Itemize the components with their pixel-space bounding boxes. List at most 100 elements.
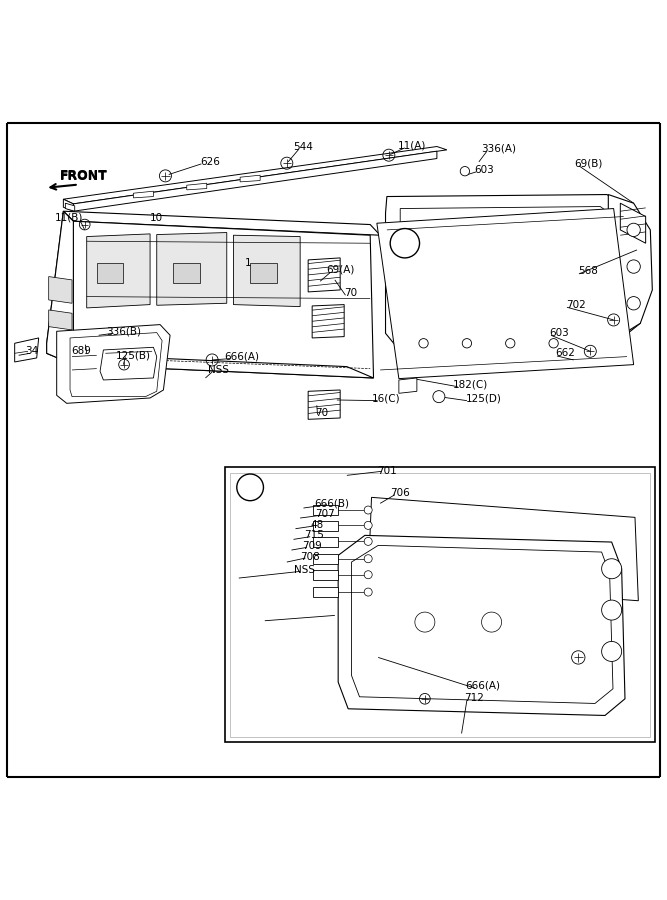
- Polygon shape: [57, 325, 170, 403]
- Polygon shape: [352, 545, 613, 704]
- Text: 568: 568: [578, 266, 598, 276]
- Circle shape: [415, 612, 435, 632]
- Circle shape: [364, 537, 372, 545]
- Text: 706: 706: [390, 488, 410, 498]
- Text: 603: 603: [549, 328, 569, 338]
- Circle shape: [627, 297, 640, 310]
- Circle shape: [602, 600, 622, 620]
- Text: NSS: NSS: [208, 365, 229, 375]
- Text: NSS: NSS: [294, 565, 315, 575]
- Text: 666(A): 666(A): [225, 352, 259, 362]
- Circle shape: [602, 642, 622, 662]
- Text: 701: 701: [377, 466, 397, 476]
- Circle shape: [419, 338, 428, 348]
- Bar: [230, 472, 650, 737]
- Text: 70: 70: [344, 288, 357, 298]
- Text: 69(A): 69(A): [326, 265, 354, 274]
- Polygon shape: [308, 390, 340, 419]
- Polygon shape: [70, 333, 162, 397]
- Polygon shape: [377, 209, 634, 379]
- Polygon shape: [313, 536, 338, 546]
- Polygon shape: [47, 212, 73, 364]
- Circle shape: [462, 338, 472, 348]
- Polygon shape: [173, 263, 200, 284]
- Text: 666(A): 666(A): [466, 680, 500, 690]
- Circle shape: [482, 612, 502, 632]
- Text: 702: 702: [566, 300, 586, 310]
- Polygon shape: [15, 338, 39, 362]
- Circle shape: [364, 506, 372, 514]
- Polygon shape: [63, 147, 447, 204]
- Bar: [225, 467, 655, 742]
- Circle shape: [549, 338, 558, 348]
- Polygon shape: [312, 304, 344, 338]
- Text: 70: 70: [315, 408, 329, 418]
- Text: 125(D): 125(D): [466, 393, 502, 403]
- Text: 709: 709: [302, 541, 322, 551]
- Circle shape: [627, 260, 640, 274]
- Text: 708: 708: [300, 552, 320, 562]
- Text: 666(B): 666(B): [314, 499, 349, 508]
- Circle shape: [390, 229, 420, 258]
- Text: 626: 626: [200, 157, 220, 166]
- Circle shape: [237, 474, 263, 500]
- Polygon shape: [313, 554, 338, 564]
- Polygon shape: [73, 221, 374, 378]
- Circle shape: [602, 559, 622, 579]
- Polygon shape: [608, 194, 652, 343]
- Text: A: A: [401, 238, 409, 248]
- Text: 336(B): 336(B): [107, 327, 141, 337]
- Circle shape: [364, 521, 372, 529]
- Text: 544: 544: [293, 141, 313, 151]
- Polygon shape: [133, 191, 153, 198]
- Polygon shape: [47, 212, 73, 364]
- Text: A: A: [246, 482, 254, 492]
- Text: 662: 662: [556, 348, 576, 358]
- Polygon shape: [313, 521, 338, 531]
- Text: 603: 603: [474, 165, 494, 175]
- Polygon shape: [63, 199, 73, 212]
- Polygon shape: [308, 258, 340, 292]
- Text: 69(B): 69(B): [574, 158, 602, 168]
- Polygon shape: [240, 176, 260, 182]
- Polygon shape: [187, 184, 207, 190]
- Circle shape: [627, 223, 640, 237]
- Polygon shape: [620, 203, 646, 243]
- Text: FRONT: FRONT: [60, 170, 108, 183]
- Circle shape: [460, 166, 470, 176]
- Text: 11(B): 11(B): [55, 213, 83, 223]
- Polygon shape: [97, 263, 123, 284]
- Polygon shape: [313, 588, 338, 598]
- Polygon shape: [400, 206, 630, 342]
- Polygon shape: [233, 235, 300, 307]
- Polygon shape: [49, 310, 72, 330]
- Text: 1: 1: [245, 258, 251, 268]
- Text: 34: 34: [25, 346, 39, 356]
- Polygon shape: [100, 347, 157, 380]
- Text: 715: 715: [304, 530, 324, 540]
- Text: 712: 712: [464, 693, 484, 703]
- Polygon shape: [399, 378, 417, 393]
- Text: 689: 689: [71, 346, 91, 356]
- Polygon shape: [368, 498, 638, 600]
- Text: 182(C): 182(C): [453, 380, 488, 390]
- Circle shape: [433, 391, 445, 402]
- Text: 48: 48: [311, 519, 324, 530]
- Text: 707: 707: [315, 509, 335, 519]
- Text: 336(A): 336(A): [482, 143, 516, 154]
- Circle shape: [364, 571, 372, 579]
- Circle shape: [364, 554, 372, 562]
- Polygon shape: [157, 232, 227, 305]
- Text: 11(A): 11(A): [398, 140, 426, 150]
- Polygon shape: [338, 536, 625, 716]
- Text: FRONT: FRONT: [60, 168, 108, 182]
- Polygon shape: [63, 212, 380, 235]
- Text: 16(C): 16(C): [372, 393, 400, 403]
- Text: 10: 10: [150, 213, 163, 223]
- Polygon shape: [386, 194, 640, 351]
- Polygon shape: [313, 506, 338, 516]
- Circle shape: [364, 588, 372, 596]
- Polygon shape: [87, 234, 150, 308]
- Polygon shape: [47, 354, 374, 378]
- Text: 125(B): 125(B): [116, 350, 151, 360]
